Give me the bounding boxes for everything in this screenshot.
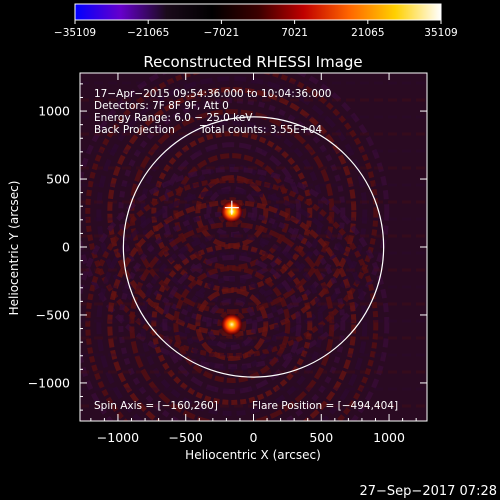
annotation-detectors: Detectors: 7F 8F 9F, Att 0 bbox=[94, 100, 229, 112]
colorbar-ticks: −35109 −21065 −7021 7021 21065 35109 bbox=[54, 20, 458, 39]
y-tick-label: −1000 bbox=[28, 375, 70, 390]
annotation-time: 17−Apr−2015 09:54:36.000 to 10:04:36.000 bbox=[94, 88, 331, 100]
flare-position-label: Flare Position = [−494,404] bbox=[252, 400, 398, 412]
footer-timestamp: 27−Sep−2017 07:28 bbox=[359, 484, 497, 499]
ripple-ring bbox=[173, 265, 291, 383]
ripple-ring bbox=[129, 222, 335, 421]
y-tick-label: 1000 bbox=[38, 104, 70, 119]
ripple-ring bbox=[107, 200, 357, 421]
x-tick-label: −500 bbox=[169, 430, 203, 445]
spin-axis-label: Spin Axis = [−160,260] bbox=[94, 400, 218, 412]
x-tick-label: −1000 bbox=[97, 430, 139, 445]
ripple-ring bbox=[151, 243, 313, 405]
annotation-energy: Energy Range: 6.0 − 25.0 keV bbox=[94, 112, 253, 124]
ripple-ring bbox=[173, 153, 291, 271]
y-axis-label: Heliocentric Y (arcsec) bbox=[7, 181, 21, 316]
ripple-ring bbox=[184, 276, 280, 372]
ripple-ring bbox=[206, 298, 258, 350]
ripple-ring bbox=[96, 76, 368, 348]
ripple-ring bbox=[140, 232, 324, 416]
colorbar bbox=[74, 3, 442, 21]
colorbar-tick-label: 21065 bbox=[351, 27, 384, 39]
spin-axis-marker bbox=[224, 200, 239, 215]
ripple-ring bbox=[96, 189, 368, 421]
ripple-pattern bbox=[80, 73, 427, 421]
x-tick-label: 500 bbox=[309, 430, 333, 445]
x-tick-label: 0 bbox=[250, 430, 258, 445]
y-tick-label: 500 bbox=[46, 172, 70, 187]
y-tick-label: 0 bbox=[62, 240, 70, 255]
ripple-ring bbox=[206, 186, 258, 238]
ripple-ring bbox=[162, 254, 302, 394]
y-tick-label: −500 bbox=[36, 307, 70, 322]
x-axis-label: Heliocentric X (arcsec) bbox=[185, 448, 321, 462]
axis-ticks: −1000 −500 0 500 1000 −1000 −500 0 500 1000 bbox=[28, 73, 427, 445]
ripple-ring bbox=[80, 73, 390, 370]
colorbar-tick-label: 7021 bbox=[281, 27, 308, 39]
annotation-block: 17−Apr−2015 09:54:36.000 to 10:04:36.000… bbox=[94, 88, 331, 136]
ripple-ring bbox=[118, 98, 346, 326]
colorbar-tick-label: 35109 bbox=[424, 27, 457, 39]
colorbar-tick-label: −21065 bbox=[127, 27, 169, 39]
solar-limb-circle bbox=[122, 116, 385, 378]
ripple-ring bbox=[217, 309, 247, 339]
flare-source bbox=[220, 313, 243, 336]
ripple-ring bbox=[107, 87, 357, 337]
ripple-ring bbox=[85, 178, 379, 421]
ripple-ring bbox=[80, 167, 390, 421]
ripple-ring bbox=[85, 73, 379, 359]
x-tick-label: 1000 bbox=[373, 430, 405, 445]
ripple-ring bbox=[195, 287, 269, 361]
annotation-method: Back Projection bbox=[94, 124, 175, 136]
colorbar-tick-label: −7021 bbox=[204, 27, 240, 39]
annotation-total-counts: Total counts: 3.55E+04 bbox=[199, 124, 322, 136]
image-area bbox=[80, 73, 427, 421]
ripple-ring bbox=[195, 175, 269, 249]
chart-title: Reconstructed RHESSI Image bbox=[143, 53, 362, 71]
colorbar-tick-label: −35109 bbox=[54, 27, 96, 39]
